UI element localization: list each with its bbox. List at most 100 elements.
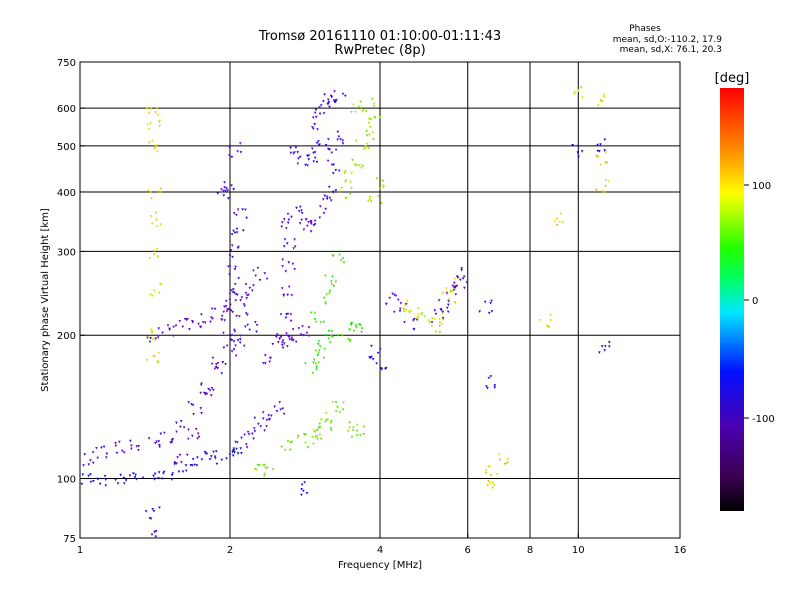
data-point — [114, 442, 117, 445]
data-point — [313, 151, 317, 154]
data-point — [154, 442, 157, 445]
data-point — [151, 508, 154, 511]
data-point — [323, 347, 326, 351]
data-point — [360, 331, 363, 334]
data-point — [576, 90, 580, 93]
data-point — [238, 341, 242, 344]
data-point — [220, 458, 224, 462]
data-point — [254, 274, 257, 278]
data-point — [483, 300, 487, 304]
data-point — [325, 418, 328, 422]
data-point — [87, 463, 91, 466]
data-point — [345, 196, 348, 200]
data-point — [239, 338, 242, 341]
y-tick-label: 600 — [57, 104, 76, 115]
data-point — [318, 349, 321, 352]
data-point — [281, 346, 285, 350]
data-point — [405, 299, 409, 303]
y-tick-label: 75 — [63, 534, 76, 545]
data-point — [454, 293, 458, 296]
data-point — [411, 319, 415, 322]
data-point — [330, 330, 334, 333]
data-point — [252, 437, 255, 440]
data-point — [322, 296, 326, 300]
data-point — [365, 134, 369, 137]
data-point — [312, 442, 315, 446]
data-point — [263, 272, 267, 275]
data-point — [282, 294, 285, 298]
data-point — [380, 202, 383, 205]
data-point — [369, 200, 373, 203]
data-point — [304, 163, 307, 167]
data-point — [222, 310, 226, 314]
data-point — [599, 163, 602, 167]
data-point — [83, 453, 86, 456]
data-point — [184, 464, 188, 467]
data-point — [325, 195, 329, 199]
data-point — [338, 253, 341, 257]
data-point — [231, 310, 234, 314]
data-point — [286, 221, 290, 225]
data-point — [258, 279, 262, 282]
data-point — [153, 530, 156, 534]
data-point — [230, 350, 234, 353]
data-point — [393, 310, 396, 314]
data-point — [311, 126, 314, 129]
data-point — [262, 464, 265, 467]
x-tick-label: 4 — [377, 545, 383, 556]
data-point — [393, 293, 396, 297]
data-point — [149, 122, 152, 125]
data-point — [147, 127, 151, 131]
data-point — [232, 340, 236, 343]
data-point — [337, 169, 341, 173]
data-point — [354, 324, 358, 327]
data-point — [223, 186, 226, 189]
data-point — [601, 190, 604, 193]
chart-title: Tromsø 20161110 01:10:00-01:11:43 — [258, 29, 501, 44]
data-point — [180, 461, 183, 464]
data-point — [561, 221, 565, 224]
data-point — [220, 314, 224, 318]
data-point — [599, 143, 602, 146]
data-point — [286, 440, 290, 443]
data-point — [379, 187, 382, 191]
data-point — [312, 429, 316, 433]
data-point — [233, 328, 236, 332]
data-point — [603, 138, 607, 141]
data-point — [603, 349, 606, 352]
data-point — [231, 454, 235, 457]
data-point — [154, 145, 157, 149]
data-point — [330, 151, 334, 155]
data-point — [447, 298, 451, 301]
data-point — [151, 139, 154, 143]
data-point — [178, 320, 182, 323]
data-point — [489, 375, 493, 378]
data-point — [158, 125, 161, 128]
data-point — [403, 304, 407, 307]
data-point — [341, 334, 344, 337]
data-point — [405, 302, 408, 306]
data-point — [212, 450, 215, 454]
data-point — [493, 483, 496, 487]
data-point — [409, 309, 413, 313]
data-point — [149, 190, 152, 194]
data-point — [200, 383, 203, 387]
data-point — [208, 458, 212, 461]
data-point — [227, 265, 230, 268]
data-point — [232, 449, 236, 452]
data-point — [293, 245, 297, 248]
data-point — [132, 472, 135, 475]
data-point — [147, 189, 150, 192]
data-point — [381, 184, 385, 187]
data-point — [147, 336, 150, 339]
data-point — [116, 482, 120, 485]
data-point — [253, 430, 257, 433]
data-point — [153, 289, 156, 293]
y-axis-label: Stationary phase Virtual Height [km] — [40, 208, 51, 392]
data-point — [298, 222, 302, 225]
data-point — [177, 470, 181, 473]
data-point — [372, 138, 375, 141]
data-point — [348, 426, 351, 429]
data-point — [489, 302, 492, 305]
